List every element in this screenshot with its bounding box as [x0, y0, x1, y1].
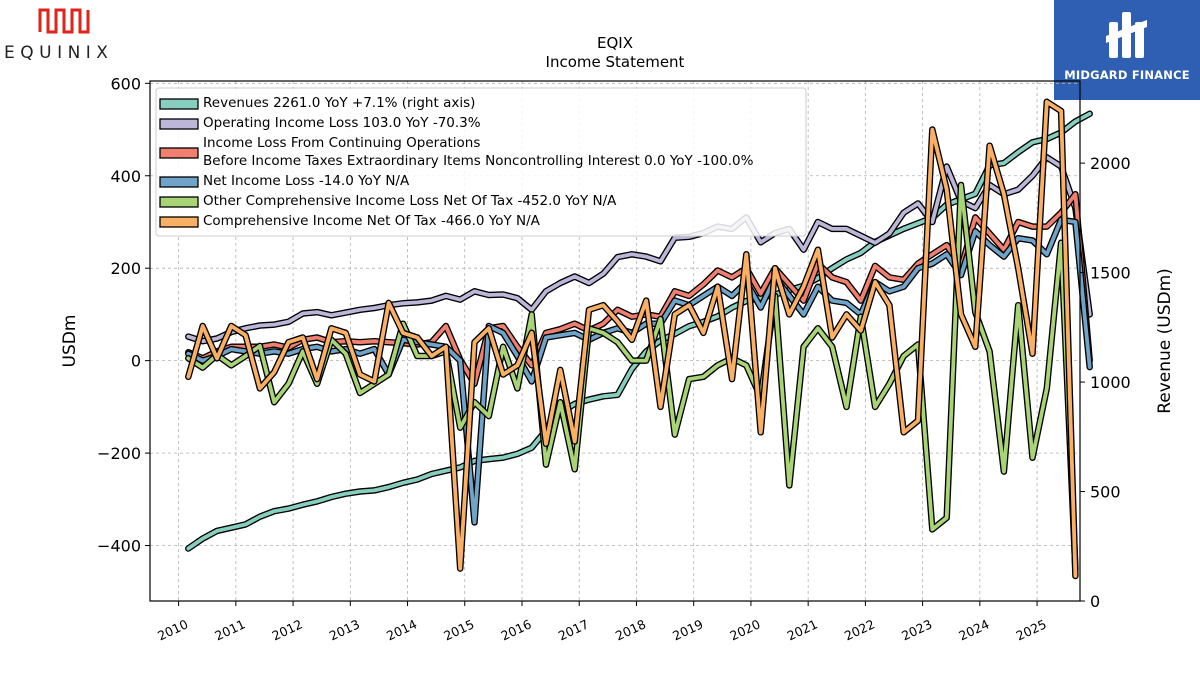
y2-tick-label: 1500: [1090, 264, 1131, 283]
x-tick-label: 2020: [727, 616, 762, 643]
x-tick-label: 2024: [956, 616, 991, 643]
series-layer: [185, 98, 1093, 580]
y2-tick-label: 2000: [1090, 154, 1131, 173]
x-tick-label: 2025: [1014, 616, 1049, 643]
series-6-line: [186, 99, 1078, 578]
x-tick-label: 2015: [441, 616, 476, 643]
plot-frame: [149, 80, 1081, 602]
legend-swatch-6: [159, 216, 199, 228]
legend-label-1: Revenues 2261.0 YoY +7.1% (right axis): [203, 95, 475, 111]
midgard-logo-mark: [1106, 12, 1147, 58]
legend-label-6: Comprehensive Income Net Of Tax -466.0 Y…: [203, 213, 541, 229]
legend-swatch-3: [159, 147, 199, 159]
chart-subtitle: Income Statement: [546, 53, 685, 71]
equinix-logo: EQUINIX: [0, 0, 130, 70]
equinix-logo-mark: [38, 8, 90, 34]
chart-title: EQIX: [597, 34, 633, 52]
x-tick-label: 2014: [384, 616, 419, 643]
legend-label-2: Operating Income Loss 103.0 YoY -70.3%: [203, 115, 481, 131]
x-tick-label: 2011: [212, 616, 247, 643]
y-tick-label: 600: [110, 74, 141, 93]
legend-swatch-2: [159, 118, 199, 130]
y-tick-label: −200: [97, 444, 141, 463]
equinix-wordmark: EQUINIX: [4, 43, 114, 63]
x-tick-label: 2023: [899, 616, 934, 643]
y2-tick-label: 500: [1090, 483, 1121, 502]
legend-label-4: Net Income Loss -14.0 YoY N/A: [203, 173, 410, 189]
legend-label-3: Before Income Taxes Extraordinary Items …: [203, 153, 754, 169]
legend-label-5: Other Comprehensive Income Loss Net Of T…: [203, 193, 617, 209]
x-tick-label: 2013: [327, 616, 362, 643]
x-tick-label: 2010: [155, 616, 190, 643]
x-tick-label: 2017: [556, 616, 591, 643]
x-tick-label: 2012: [270, 616, 305, 643]
y-tick-label: 200: [110, 259, 141, 278]
x-tick-label: 2021: [785, 616, 820, 643]
x-tick-label: 2016: [499, 616, 534, 643]
legend: Revenues 2261.0 YoY +7.1% (right axis) Op…: [155, 87, 807, 237]
series-2-line: [186, 155, 1092, 344]
y-tick-label: 400: [110, 167, 141, 186]
y2-axis-label: Revenue (USDm): [1155, 268, 1175, 414]
midgard-finance-logo: MIDGARD FINANCE: [1054, 0, 1200, 100]
x-tick-label: 2022: [842, 616, 877, 643]
legend-swatch-4: [159, 176, 199, 188]
series-5-line: [186, 183, 1078, 572]
x-tick-label: 2018: [613, 616, 648, 643]
midgard-wordmark: MIDGARD FINANCE: [1064, 68, 1190, 82]
legend-box: [155, 87, 807, 237]
y-tick-label: −400: [97, 537, 141, 556]
legend-label-3: Income Loss From Continuing Operations: [203, 135, 480, 151]
y2-tick-label: 0: [1090, 592, 1100, 611]
y-tick-label: 0: [131, 352, 141, 371]
y-axis-label: USDm: [60, 315, 80, 368]
legend-swatch-5: [159, 196, 199, 208]
legend-swatch-1: [159, 98, 199, 110]
series-5-outline: [185, 181, 1079, 573]
x-tick-label: 2019: [670, 616, 705, 643]
y2-tick-label: 1000: [1090, 373, 1131, 392]
